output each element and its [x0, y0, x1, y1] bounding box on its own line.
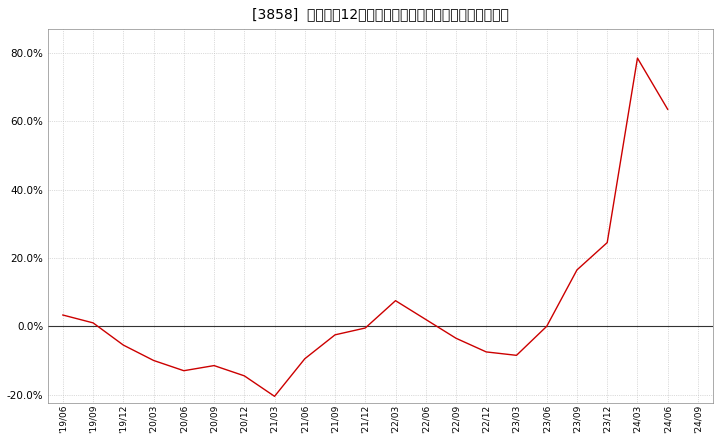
Title: [3858]  売上高の12か月移動合計の対前年同期増減率の推移: [3858] 売上高の12か月移動合計の対前年同期増減率の推移 [252, 7, 509, 21]
